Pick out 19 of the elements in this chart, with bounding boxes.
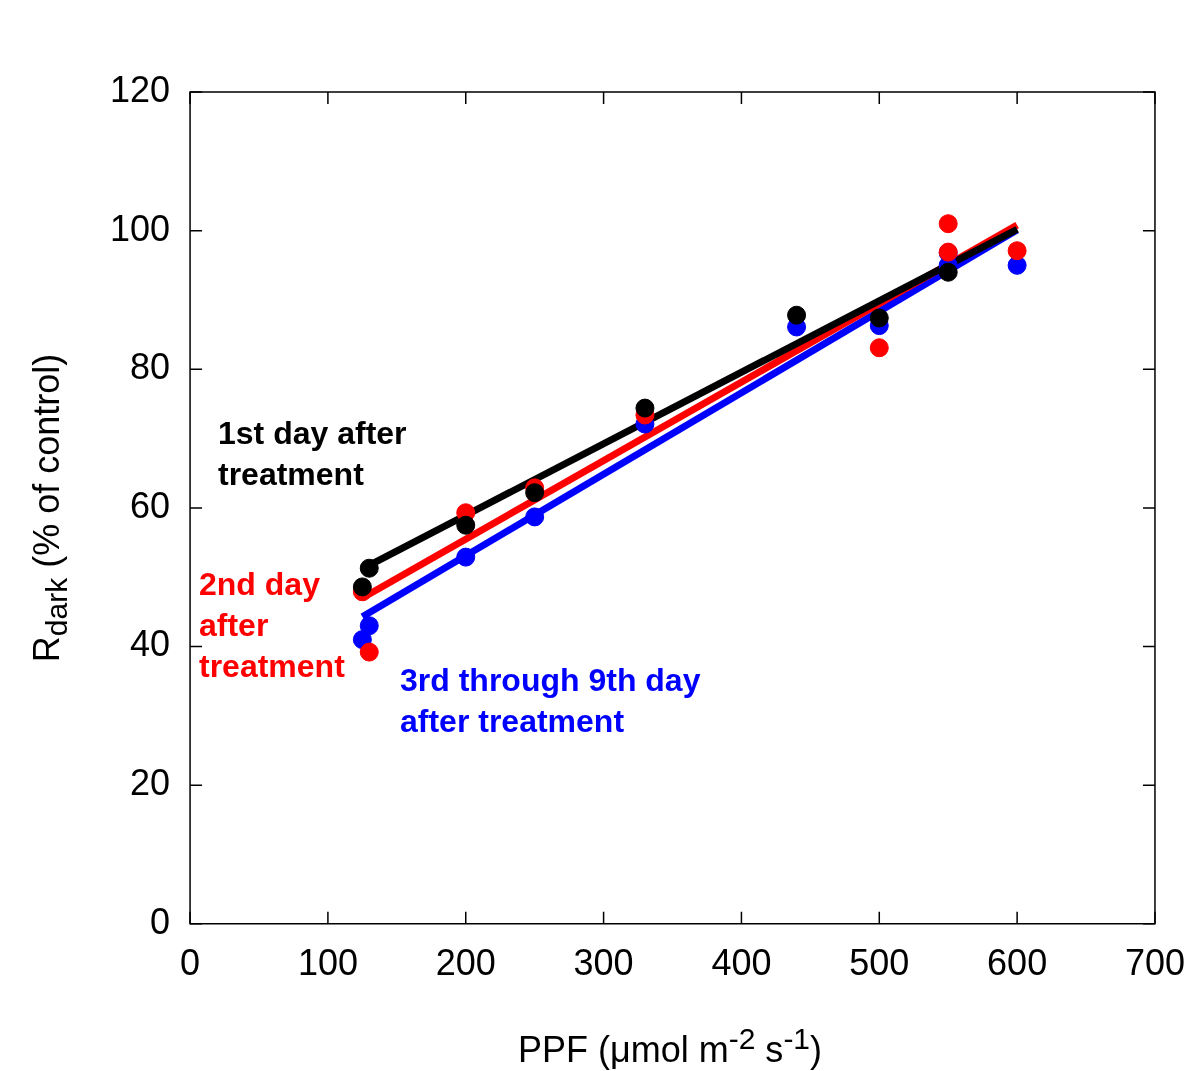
x-tick-label: 100 bbox=[297, 942, 358, 984]
series-label: 3rd through 9th day after treatment bbox=[400, 661, 701, 739]
y-tick-label: 100 bbox=[109, 207, 171, 249]
x-tick-label: 500 bbox=[849, 942, 910, 984]
x-tick-label: 0 bbox=[180, 942, 201, 984]
x-tick-label: 600 bbox=[987, 942, 1048, 984]
x-tick-label: 400 bbox=[711, 942, 772, 984]
y-tick-label: 0 bbox=[150, 900, 171, 942]
x-tick-label: 200 bbox=[435, 942, 496, 984]
x-tick-label: 700 bbox=[1124, 942, 1186, 984]
x-tick-label: 300 bbox=[573, 942, 634, 984]
y-tick-label: 120 bbox=[109, 68, 171, 110]
x-axis-title: PPF (μmol m$^{-2}$ s$^{-1}$) bbox=[516, 1022, 824, 1071]
series-label: 1st day after treatment bbox=[218, 414, 407, 492]
y-tick-label: 20 bbox=[130, 762, 171, 804]
y-tick-label: 60 bbox=[130, 484, 171, 526]
y-tick-label: 80 bbox=[130, 346, 171, 388]
series-label: 2nd day after treatment bbox=[199, 565, 346, 684]
y-tick-label: 40 bbox=[130, 623, 171, 665]
